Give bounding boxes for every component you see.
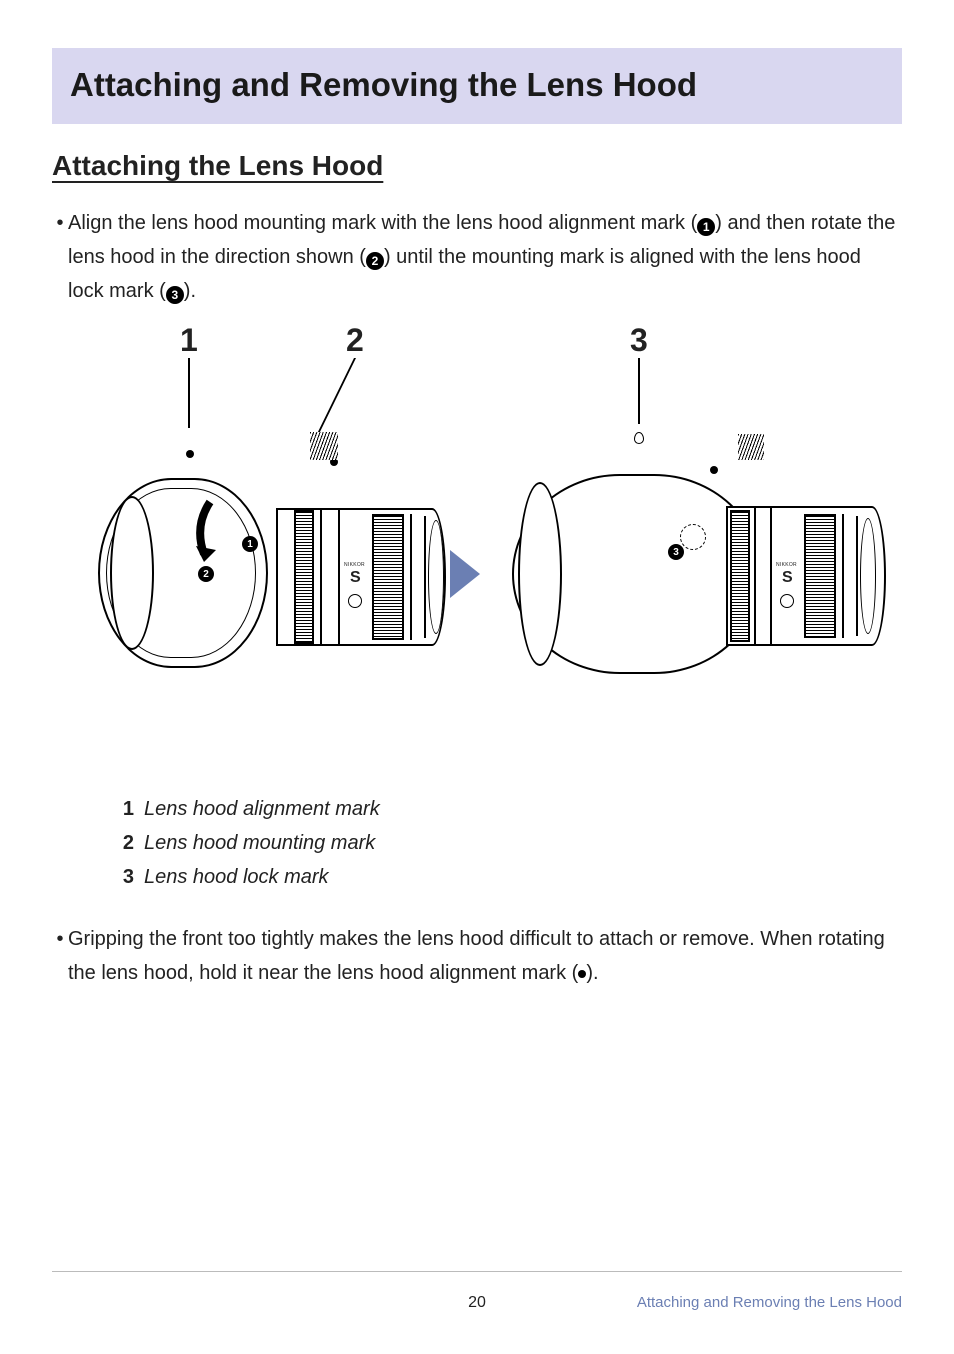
hood-mounting-dot-right (710, 466, 718, 474)
ring-sep-1-left (320, 510, 322, 644)
instruction-bullet-2: • Gripping the front too tightly makes t… (52, 922, 902, 990)
ring-sep-4-left (424, 516, 426, 638)
lens-series-left: S (350, 570, 361, 586)
page-footer: 20 Attaching and Removing the Lens Hood (52, 1271, 902, 1312)
lens-left-group: 1 2 NIKKOR S (80, 418, 450, 708)
bullet-marker: • (52, 206, 68, 240)
legend-num: 2 (120, 826, 134, 860)
lens-lfn-circle-right (780, 594, 794, 608)
legend-row: 2 Lens hood mounting mark (120, 826, 902, 860)
legend-row: 1 Lens hood alignment mark (120, 792, 902, 826)
text-fragment: Gripping the front too tightly makes the… (68, 928, 885, 984)
legend-num: 1 (120, 792, 134, 826)
lens-ring-1-left (294, 510, 314, 644)
lens-brand-left: NIKKOR (344, 562, 365, 568)
ring-sep-4-right (856, 516, 858, 636)
callout-circle-1: 1 (242, 536, 258, 552)
ring-sep-1-right (754, 508, 756, 644)
legend-num: 3 (120, 860, 134, 894)
lens-lfn-circle-left (348, 594, 362, 608)
section-subtitle: Attaching the Lens Hood (52, 150, 902, 182)
lens-series-right: S (782, 570, 793, 586)
legend-text: Lens hood mounting mark (144, 826, 375, 860)
lens-hood-diagram: 1 2 3 1 2 NIKKOR S (52, 318, 902, 778)
step-circle-1-inline: 1 (697, 218, 715, 236)
footer-section-title: Attaching and Removing the Lens Hood (637, 1294, 902, 1311)
lens-ring-2-left (372, 514, 404, 640)
bullet-marker: • (52, 922, 68, 956)
ring-sep-2-right (770, 508, 772, 644)
footer-line: 20 Attaching and Removing the Lens Hood (52, 1294, 902, 1312)
barrel-end-ellipse-right (860, 518, 876, 634)
step-circle-2-inline: 2 (366, 252, 384, 270)
legend-row: 3 Lens hood lock mark (120, 860, 902, 894)
instruction-text-1: Align the lens hood mounting mark with t… (68, 206, 902, 308)
footer-rule (52, 1271, 902, 1272)
hood-alignment-dot (186, 450, 194, 458)
page-main-title: Attaching and Removing the Lens Hood (52, 48, 902, 124)
legend-text: Lens hood alignment mark (144, 792, 380, 826)
instruction-bullet-1: • Align the lens hood mounting mark with… (52, 206, 902, 308)
text-fragment: ). (184, 280, 196, 302)
text-fragment: Align the lens hood mounting mark with t… (68, 212, 697, 234)
callout-circle-2: 2 (198, 566, 214, 582)
step-circle-3-inline: 3 (166, 286, 184, 304)
callout-circle-3: 3 (668, 544, 684, 560)
lock-callout-dashed (680, 524, 706, 550)
instruction-text-2: Gripping the front too tightly makes the… (68, 922, 902, 990)
hood-front-ellipse-left (110, 496, 154, 650)
diagram-legend: 1 Lens hood alignment mark 2 Lens hood m… (120, 792, 902, 894)
lens-ring-1-right (730, 510, 750, 642)
barrel-end-ellipse-left (428, 520, 444, 634)
rotation-arrow-icon (190, 496, 230, 566)
legend-text: Lens hood lock mark (144, 860, 329, 894)
pointer-line-3 (638, 358, 640, 424)
page-number: 20 (468, 1294, 486, 1312)
barrel-stripe-mark-right (738, 434, 764, 460)
ring-sep-2-left (338, 510, 340, 644)
progress-arrow-icon (450, 550, 480, 598)
hood-lock-mark (634, 432, 644, 444)
diagram-label-1: 1 (180, 322, 198, 359)
hood-front-ellipse-right (518, 482, 562, 666)
text-fragment: ). (586, 962, 598, 984)
lens-brand-right: NIKKOR (776, 562, 797, 568)
ring-sep-3-right (842, 514, 844, 638)
lens-ring-2-right (804, 514, 836, 638)
diagram-label-2: 2 (346, 322, 364, 359)
lens-right-group: 3 NIKKOR S (494, 418, 894, 708)
barrel-stripe-mark-left (310, 432, 338, 460)
ring-sep-3-left (410, 514, 412, 640)
diagram-label-3: 3 (630, 322, 648, 359)
